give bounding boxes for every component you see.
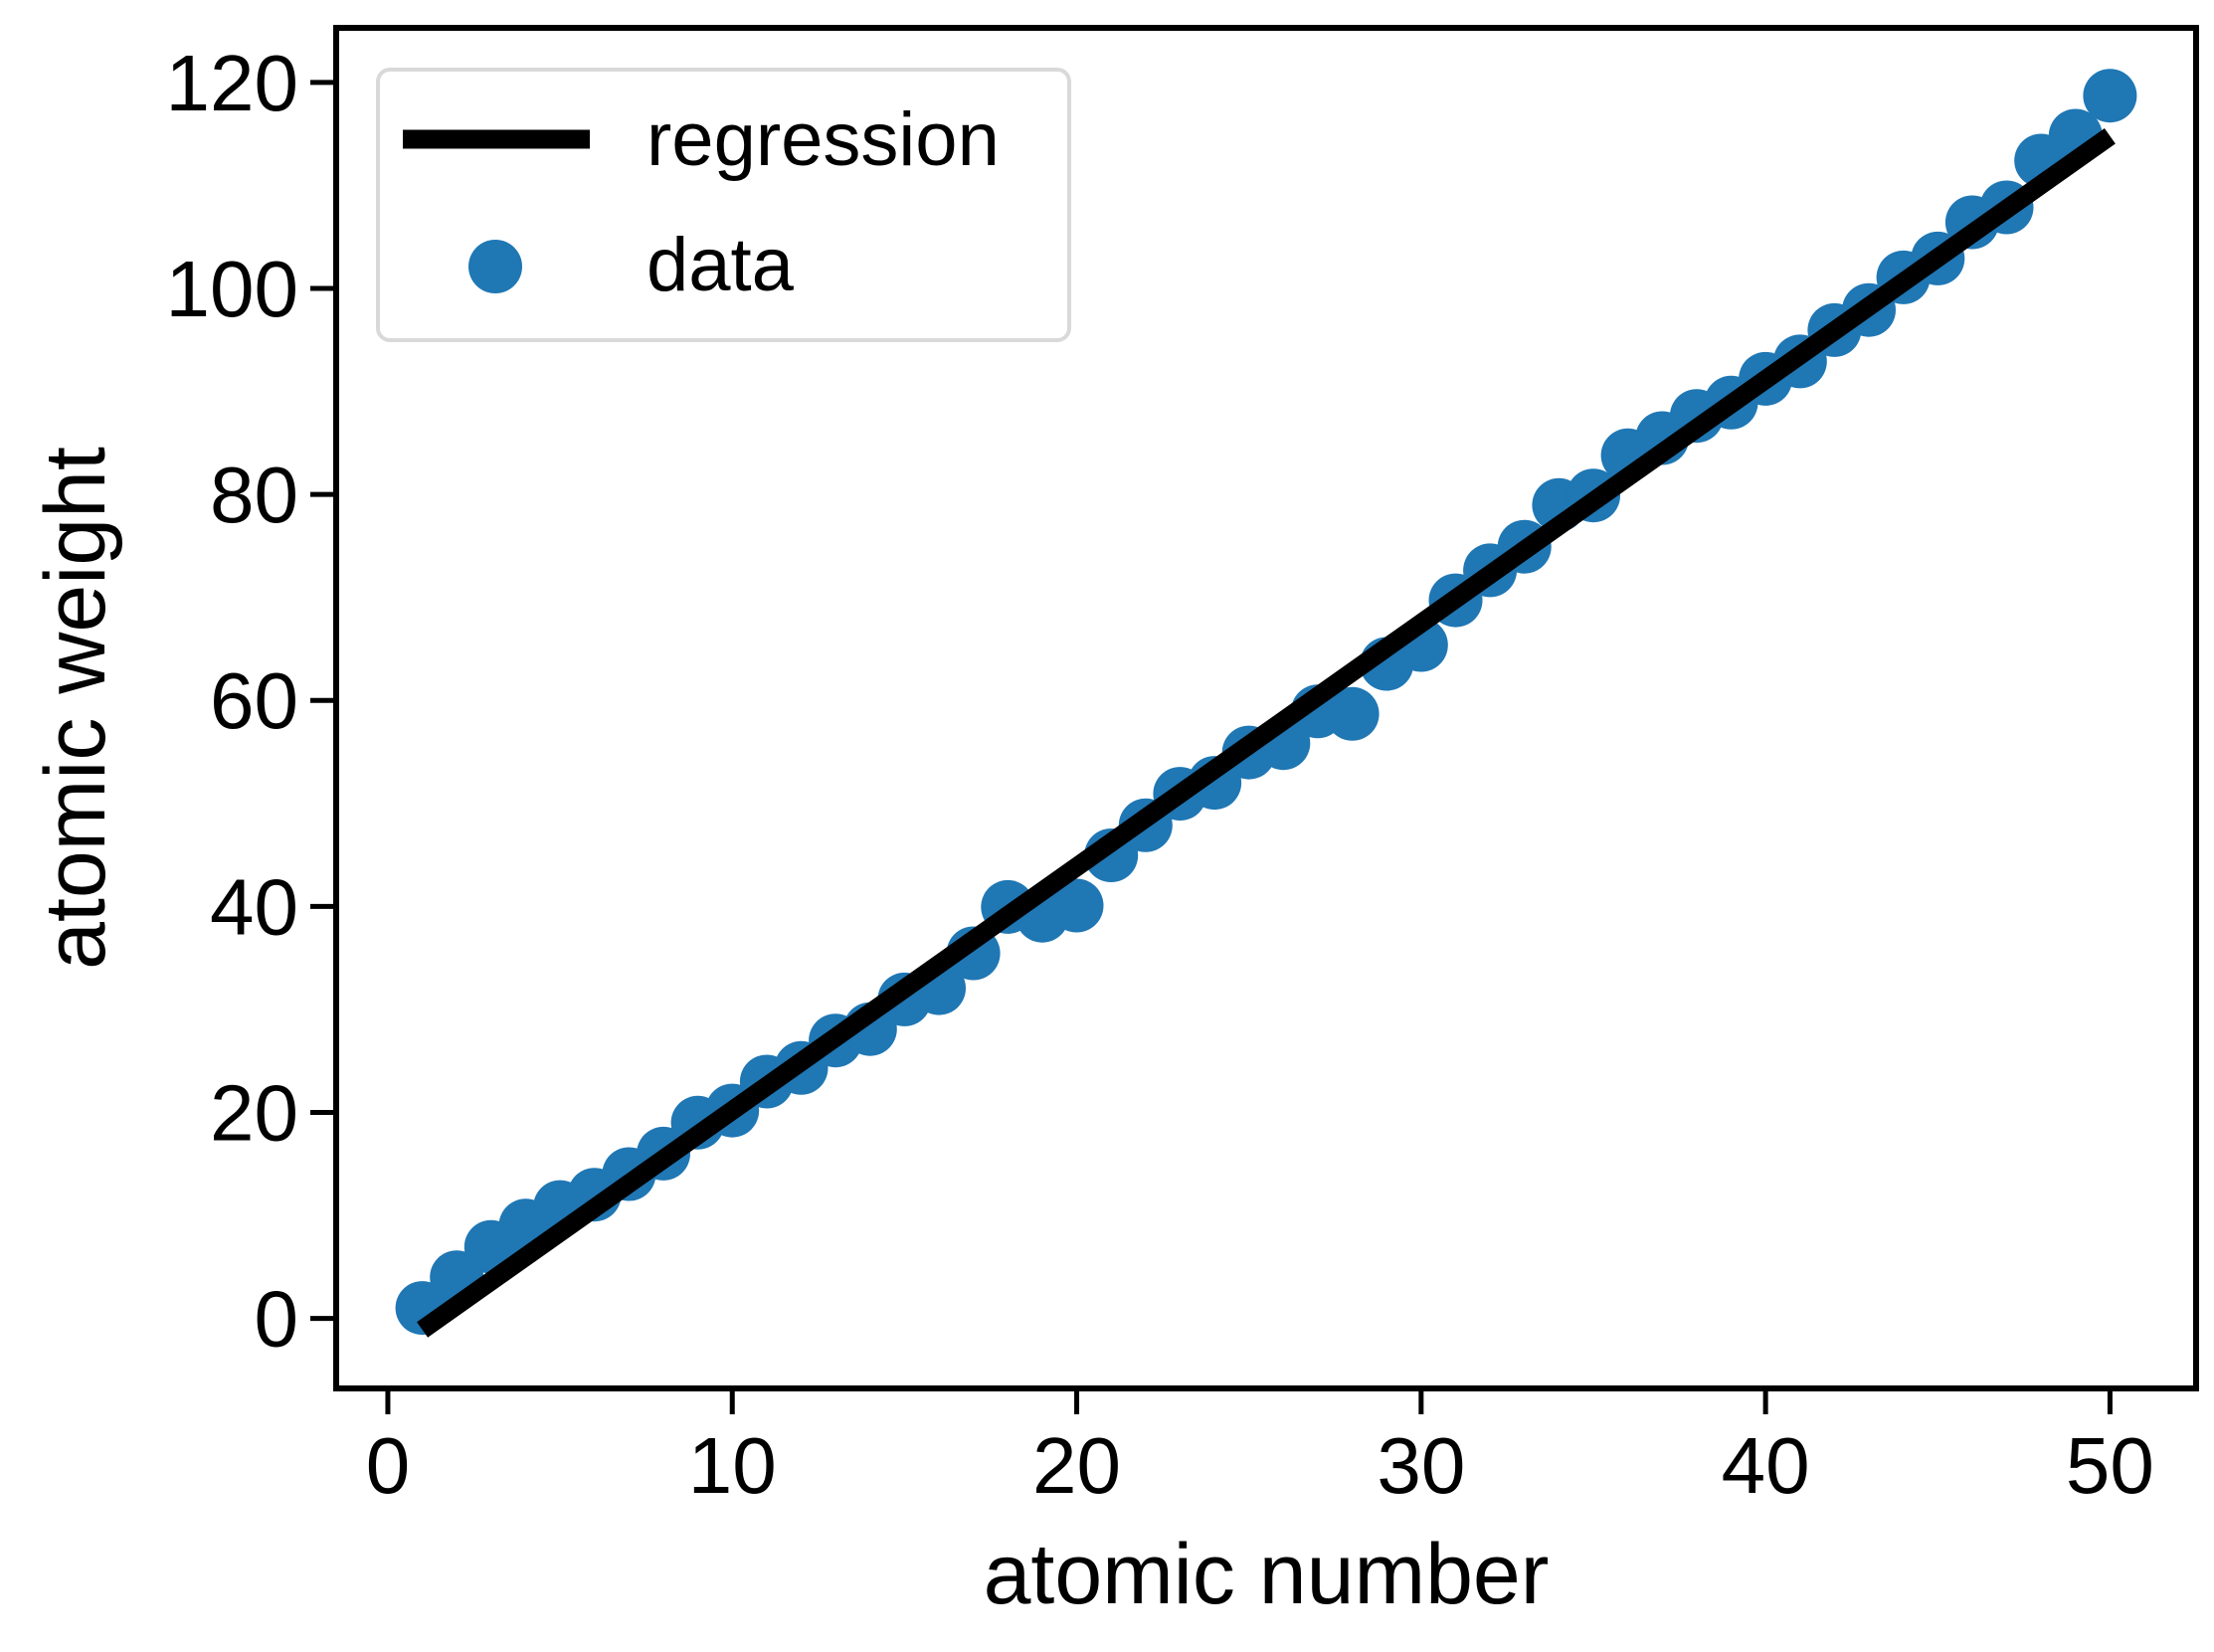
plot-area <box>395 69 2137 1338</box>
y-tick-label: 20 <box>210 1068 298 1157</box>
legend-label-data: data <box>646 223 795 307</box>
x-tick-label: 30 <box>1377 1421 1465 1510</box>
y-tick-label: 0 <box>255 1275 299 1364</box>
x-tick-label: 10 <box>688 1421 777 1510</box>
y-tick-label: 60 <box>210 656 298 745</box>
axis-ticks: 0 10 20 30 40 50 0 20 40 60 80 100 120 <box>166 39 2154 1510</box>
regression-line <box>417 127 2116 1338</box>
data-point <box>1049 878 1104 933</box>
x-tick-label: 40 <box>1722 1421 1810 1510</box>
data-point <box>1325 686 1380 741</box>
legend-label-regression: regression <box>646 97 1000 182</box>
y-tick-label: 80 <box>210 451 298 539</box>
axes-frame <box>333 25 2199 1391</box>
x-axis-label: atomic number <box>984 1527 1550 1622</box>
x-tick-label: 20 <box>1032 1421 1121 1510</box>
x-tick-label: 50 <box>2066 1421 2154 1510</box>
data-point <box>2083 69 2137 123</box>
y-tick-label: 120 <box>166 39 298 127</box>
legend: regression data <box>376 68 1071 342</box>
legend-data-swatch <box>468 240 522 293</box>
x-tick-label: 0 <box>366 1421 411 1510</box>
y-axis-label: atomic weight <box>28 447 123 970</box>
y-tick-label: 40 <box>210 862 298 951</box>
y-tick-label: 100 <box>166 245 298 333</box>
